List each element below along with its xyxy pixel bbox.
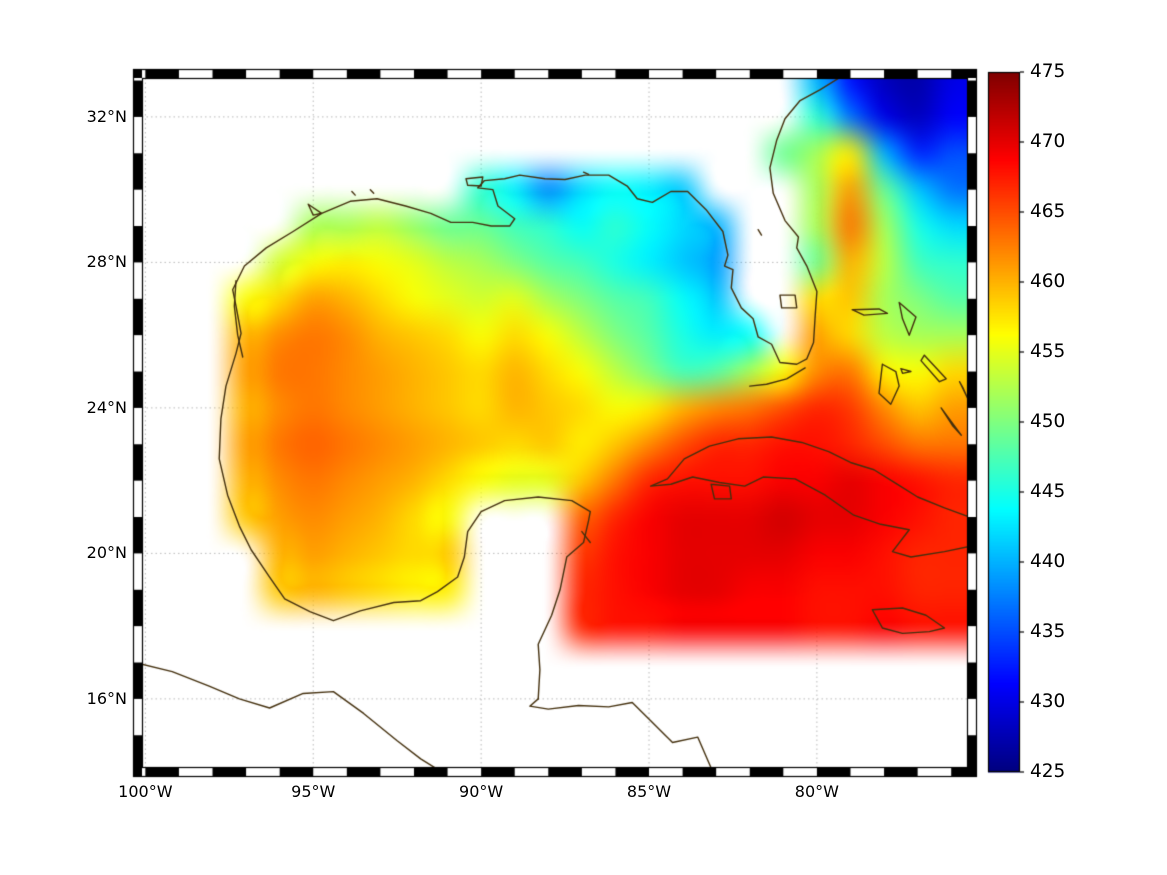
colorbar-tick-label: 460: [1030, 270, 1066, 292]
x-tick-label: 95°W: [291, 782, 336, 801]
colorbar-tick-label: 450: [1030, 410, 1066, 432]
colorbar-tick-label: 475: [1030, 60, 1066, 82]
x-tick-label: 100°W: [118, 782, 173, 801]
y-tick-label: 16°N: [86, 688, 127, 708]
y-tick-label: 20°N: [86, 543, 127, 563]
y-tick-label: 24°N: [86, 397, 127, 417]
colorbar-tick-label: 425: [1030, 760, 1066, 782]
y-tick-label: 28°N: [86, 252, 127, 272]
colorbar-tick-label: 465: [1030, 200, 1066, 222]
colorbar-tick-label: 435: [1030, 620, 1066, 642]
colorbar-tick-label: 470: [1030, 130, 1066, 152]
colorbar-tick-label: 445: [1030, 480, 1066, 502]
x-tick-label: 85°W: [626, 782, 672, 801]
colorbar-tick-label: 440: [1030, 550, 1066, 572]
x-tick-label: 80°W: [794, 782, 839, 801]
colorbar-tick-label: 430: [1030, 690, 1066, 712]
y-tick-label: 32°N: [86, 106, 127, 126]
x-tick-label: 90°W: [459, 782, 504, 801]
colorbar-tick-label: 455: [1030, 340, 1066, 362]
